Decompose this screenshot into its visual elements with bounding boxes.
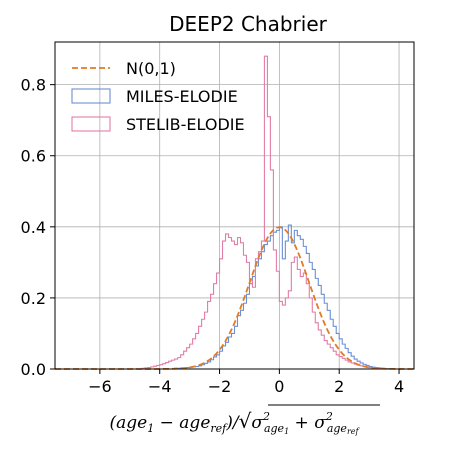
y-tick-label: 0.0 bbox=[21, 360, 46, 379]
x-tick-label: −6 bbox=[88, 377, 112, 396]
x-tick-label: −4 bbox=[148, 377, 172, 396]
legend: N(0,1) MILES-ELODIE STELIB-ELODIE bbox=[71, 59, 245, 134]
plot-frame bbox=[54, 41, 415, 370]
x-tick-label: −2 bbox=[208, 377, 232, 396]
axis-ticks: −6 −4 −2 0 2 4 0.0 0.2 0.4 0.6 0.8 bbox=[21, 76, 405, 396]
chart-title: DEEP2 Chabrier bbox=[169, 12, 327, 36]
legend-label: N(0,1) bbox=[126, 59, 176, 78]
y-tick-label: 0.4 bbox=[21, 218, 46, 237]
x-tick-label: 0 bbox=[274, 377, 284, 396]
x-axis-label: (age1 − ageref)/√σ2 age1 + σ2 ageref bbox=[110, 409, 361, 436]
series-miles-elodie bbox=[55, 224, 414, 370]
y-tick-label: 0.8 bbox=[21, 76, 46, 95]
x-tick-label: 4 bbox=[394, 377, 404, 396]
series-stelib-elodie bbox=[55, 55, 414, 370]
y-tick-label: 0.2 bbox=[21, 289, 46, 308]
legend-swatch bbox=[71, 88, 111, 104]
legend-label: STELIB-ELODIE bbox=[126, 115, 245, 134]
y-tick-label: 0.6 bbox=[21, 147, 46, 166]
legend-swatch bbox=[71, 116, 111, 132]
legend-label: MILES-ELODIE bbox=[126, 87, 238, 106]
x-tick-label: 2 bbox=[334, 377, 344, 396]
